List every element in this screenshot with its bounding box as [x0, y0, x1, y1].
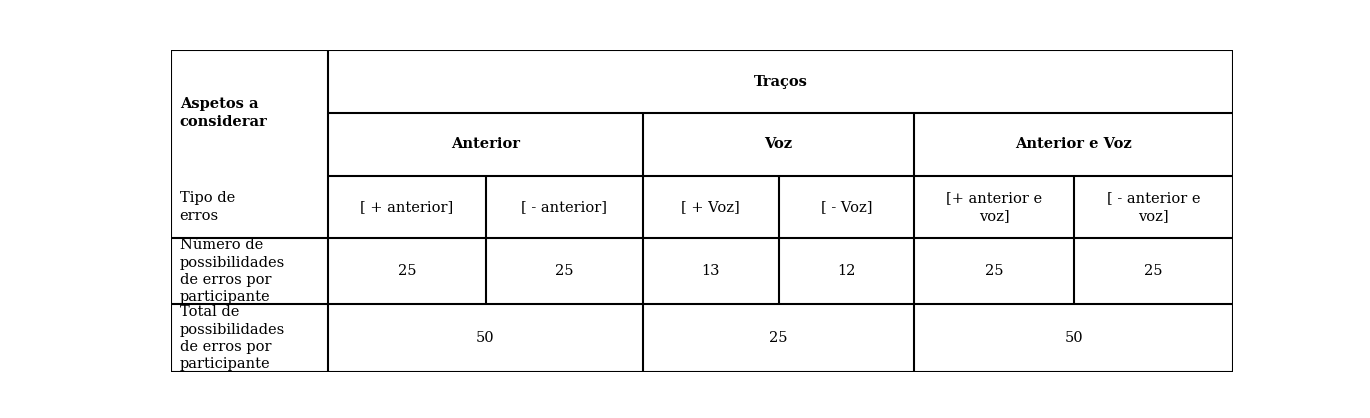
Text: Anterior: Anterior — [451, 137, 521, 151]
Text: [ + anterior]: [ + anterior] — [360, 200, 453, 214]
Text: 12: 12 — [837, 265, 856, 278]
Text: 25: 25 — [770, 331, 788, 345]
Text: 25: 25 — [985, 265, 1003, 278]
Text: Traços: Traços — [754, 74, 808, 89]
Text: [ - Voz]: [ - Voz] — [821, 200, 873, 214]
Text: 50: 50 — [1064, 331, 1084, 345]
Text: [ - anterior e
voz]: [ - anterior e voz] — [1107, 191, 1200, 223]
Text: 25: 25 — [1144, 265, 1163, 278]
Text: Aspetos a
considerar: Aspetos a considerar — [179, 97, 267, 129]
Text: 50: 50 — [477, 331, 495, 345]
Text: Número de
possibilidades
de erros por
participante: Número de possibilidades de erros por pa… — [179, 239, 285, 304]
Text: Anterior e Voz: Anterior e Voz — [1015, 137, 1132, 151]
Text: Total de
possibilidades
de erros por
participante: Total de possibilidades de erros por par… — [179, 305, 285, 371]
Text: 25: 25 — [555, 265, 574, 278]
Text: [+ anterior e
voz]: [+ anterior e voz] — [947, 191, 1043, 223]
Text: Tipo de
erros: Tipo de erros — [179, 191, 236, 223]
Text: [ + Voz]: [ + Voz] — [681, 200, 740, 214]
Text: Voz: Voz — [764, 137, 793, 151]
Text: 13: 13 — [701, 265, 719, 278]
Text: [ - anterior]: [ - anterior] — [521, 200, 607, 214]
Text: 25: 25 — [397, 265, 416, 278]
